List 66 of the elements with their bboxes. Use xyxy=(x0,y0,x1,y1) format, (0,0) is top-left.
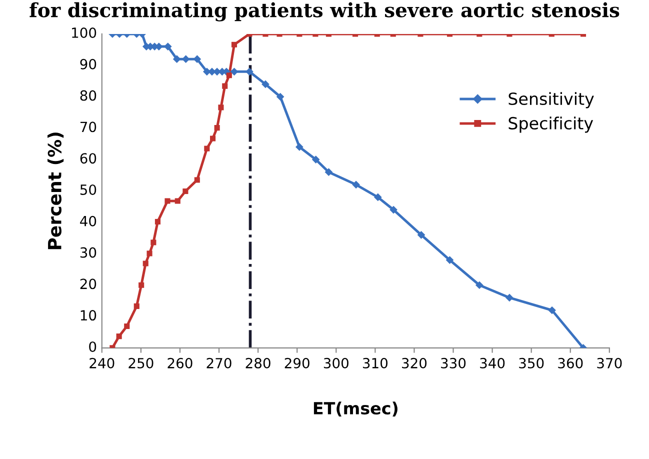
point xyxy=(116,334,122,340)
y-tick-label: 70 xyxy=(80,122,96,132)
legend-label: Sensitivity xyxy=(508,92,594,108)
point xyxy=(262,80,270,88)
y-axis-title: Percent (%) xyxy=(48,132,64,250)
y-tick-label: 100 xyxy=(72,27,96,38)
y-tick-label: 0 xyxy=(89,341,96,352)
x-tick-label: 280 xyxy=(246,358,270,368)
legend-label: Specificity xyxy=(508,116,594,133)
x-tick-label: 340 xyxy=(480,358,505,368)
point xyxy=(134,303,140,309)
x-tick-label: 240 xyxy=(90,358,114,368)
point xyxy=(172,55,181,64)
y-tick-label: 80 xyxy=(80,90,96,101)
point xyxy=(230,68,238,76)
x-tick-label: 290 xyxy=(284,358,310,368)
point xyxy=(548,306,556,314)
x-tick-label: 330 xyxy=(441,358,466,368)
point xyxy=(276,92,284,101)
point xyxy=(231,42,238,48)
point xyxy=(174,198,180,204)
point xyxy=(222,83,228,89)
y-tick-label: 30 xyxy=(80,247,96,258)
y-tick-label: 60 xyxy=(80,153,96,164)
point xyxy=(226,72,232,78)
point xyxy=(214,125,220,131)
point xyxy=(506,294,514,302)
point xyxy=(296,143,304,151)
point xyxy=(146,250,152,256)
x-tick-label: 370 xyxy=(597,358,622,368)
x-tick-label: 250 xyxy=(128,358,154,368)
point xyxy=(446,256,454,264)
point xyxy=(204,146,210,152)
point xyxy=(312,156,320,164)
point xyxy=(218,104,224,110)
x-tick-label: 310 xyxy=(362,358,388,368)
point xyxy=(374,193,382,202)
point xyxy=(246,68,254,76)
x-tick-label: 320 xyxy=(402,358,427,368)
point xyxy=(324,168,333,176)
x-tick-label: 300 xyxy=(324,358,348,368)
x-tick-label: 350 xyxy=(519,358,544,368)
point xyxy=(352,180,360,189)
x-axis-title: ET(msec) xyxy=(314,402,398,417)
y-tick-label: 20 xyxy=(80,278,96,290)
point xyxy=(182,188,188,194)
point xyxy=(193,55,202,64)
point xyxy=(150,240,156,246)
point xyxy=(154,218,160,224)
point xyxy=(210,136,216,142)
point xyxy=(124,323,130,330)
point xyxy=(164,198,170,204)
y-tick-label: 40 xyxy=(80,216,96,226)
x-tick-label: 260 xyxy=(168,358,192,368)
point xyxy=(390,206,398,214)
point xyxy=(194,177,200,183)
x-tick-label: 360 xyxy=(558,358,583,368)
point xyxy=(138,282,144,288)
point xyxy=(417,230,426,239)
point xyxy=(142,260,148,266)
y-tick-label: 10 xyxy=(80,310,96,321)
y-tick-label: 50 xyxy=(80,184,96,195)
point xyxy=(475,281,484,290)
y-tick-label: 90 xyxy=(80,58,96,70)
chart-title: for discriminating patients with severe aortic stenosis xyxy=(30,2,620,22)
x-tick-label: 270 xyxy=(206,358,232,368)
